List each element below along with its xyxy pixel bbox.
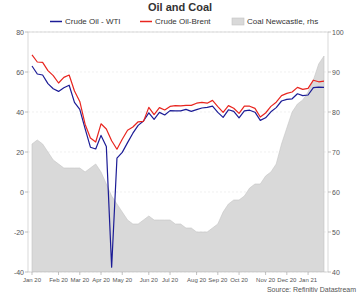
y2-tick-label: 40: [332, 269, 340, 276]
y2-tick: [328, 232, 331, 233]
x-tick-label: Jun 20: [140, 277, 159, 283]
x-tick-label: Mar 20: [70, 277, 89, 283]
y-tick-label: -20: [14, 229, 24, 236]
y2-tick: [328, 112, 331, 113]
x-tick-label: Apr 20: [92, 277, 110, 283]
x-tick: [58, 272, 59, 275]
y2-tick-label: 100: [332, 29, 344, 36]
y-tick: [25, 192, 28, 193]
line-series: [32, 55, 324, 149]
legend-swatch: [140, 21, 152, 23]
x-tick: [79, 272, 80, 275]
y2-tick-label: 80: [332, 109, 340, 116]
legend-label: Crude Oil - WTI: [65, 17, 121, 26]
legend-swatch: [232, 18, 244, 25]
x-tick: [32, 272, 33, 275]
background: [0, 0, 360, 294]
plot-area: [32, 55, 324, 272]
x-tick: [148, 272, 149, 275]
plot-frame: [28, 32, 328, 272]
y-tick: [25, 72, 28, 73]
x-tick-label: Jan 21: [299, 277, 318, 283]
grid-line: [28, 72, 328, 73]
y-tick-label: 60: [16, 69, 24, 76]
x-tick-label: Feb 20: [49, 277, 68, 283]
x-tick: [265, 272, 266, 275]
line-series: [32, 66, 324, 267]
y-tick-label: 80: [16, 29, 24, 36]
legend-swatch: [50, 21, 62, 23]
y2-tick: [328, 272, 331, 273]
x-tick: [122, 272, 123, 275]
y-tick: [25, 152, 28, 153]
y-tick: [25, 232, 28, 233]
x-tick-label: May 20: [112, 277, 132, 283]
chart: Oil and Coal -40 -20 0 20 40 60 80 40 50 60 70 80 90 1…: [0, 0, 360, 294]
y-tick: [25, 32, 28, 33]
y-tick: [25, 112, 28, 113]
y-tick-label: 20: [16, 149, 24, 156]
x-tick: [170, 272, 171, 275]
x-tick: [286, 272, 287, 275]
x-tick: [239, 272, 240, 275]
x-tick-label: Aug 20: [187, 277, 207, 283]
y2-tick: [328, 72, 331, 73]
x-tick: [101, 272, 102, 275]
y-tick: [25, 272, 28, 273]
legend-label: Coal Newcastle, rhs: [247, 17, 318, 26]
title: Oil and Coal: [148, 1, 212, 13]
y2-tick: [328, 32, 331, 33]
legend-label: Crude Oil-Brent: [155, 17, 211, 26]
x-tick-label: Nov 20: [256, 277, 276, 283]
x-tick-label: Jan 20: [23, 277, 42, 283]
y2-tick-label: 70: [332, 149, 340, 156]
x-tick-label: Sep 20: [208, 277, 228, 283]
x-tick-label: Oct 20: [230, 277, 248, 283]
x-tick: [308, 272, 309, 275]
x-tick: [196, 272, 197, 275]
y2-tick: [328, 152, 331, 153]
x-tick-label: Jul 20: [162, 277, 179, 283]
source: Source: Refinitiv Datastream: [267, 286, 356, 293]
grid-line: [28, 112, 328, 113]
x-tick-label: Dec 20: [277, 277, 297, 283]
y2-tick: [328, 192, 331, 193]
y-tick-label: -40: [14, 269, 24, 276]
y-tick-label: 40: [16, 109, 24, 116]
y-tick-label: 0: [20, 189, 24, 196]
y2-tick-label: 50: [332, 229, 340, 236]
x-tick: [217, 272, 218, 275]
y2-tick-label: 90: [332, 69, 340, 76]
area-series: [32, 56, 324, 272]
y2-tick-label: 60: [332, 189, 340, 196]
